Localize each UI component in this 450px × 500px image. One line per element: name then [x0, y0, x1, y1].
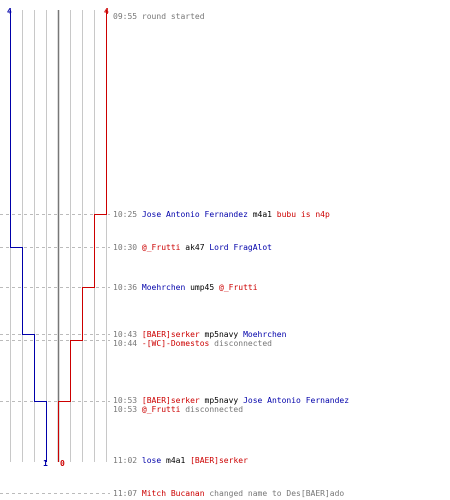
event-weapon: mp5navy: [199, 330, 244, 339]
event-text-1: round started: [141, 12, 205, 21]
event-row: 10:25 Jose Antonio Fernandez m4a1 bubu i…: [113, 210, 330, 219]
event-weapon: mp5navy: [199, 396, 244, 405]
event-row: 10:44 -[WC]-Domestos disconnected: [113, 339, 272, 348]
event-player: -[WC]-Domestos: [141, 339, 210, 348]
event-victim: Jose Antonio Fernandez: [243, 396, 350, 405]
event-time: 10:30: [113, 243, 138, 252]
event-row: 10:43 [BAER]serker mp5navy Moehrchen: [113, 330, 286, 339]
event-victim: [BAER]serker: [190, 456, 248, 465]
event-victim: bubu is n4p: [276, 210, 330, 219]
event-player: @_Frutti: [141, 405, 181, 414]
event-row: 10:36 Moehrchen ump45 @_Frutti: [113, 283, 258, 292]
event-guides: [0, 214, 110, 494]
event-time: 10:53: [113, 405, 138, 414]
event-time: 11:02: [113, 456, 138, 465]
event-time: 10:53: [113, 396, 138, 405]
event-victim: Moehrchen: [243, 330, 287, 339]
event-time: 10:25: [113, 210, 138, 219]
event-weapon: m4a1: [161, 456, 191, 465]
event-row: 11:07 Mitch Bucanan changed name to Des[…: [113, 489, 344, 498]
event-time: 10:43: [113, 330, 138, 339]
event-killer: [BAER]serker: [141, 396, 200, 405]
event-player: Mitch Bucanan: [141, 489, 205, 498]
event-weapon: m4a1: [247, 210, 277, 219]
event-row: 10:53 @_Frutti disconnected: [113, 405, 243, 414]
event-killer: Jose Antonio Fernandez: [141, 210, 248, 219]
event-action: disconnected: [209, 339, 272, 348]
event-action: changed name to Des[BAER]ado: [204, 489, 345, 498]
event-row: 10:30 @_Frutti ak47 Lord FragAlot: [113, 243, 272, 252]
event-action: disconnected: [180, 405, 244, 414]
event-row: 11:02 lose m4a1 [BAER]serker: [113, 456, 248, 465]
grid-lines: [10, 10, 107, 462]
event-killer: lose: [141, 456, 162, 465]
event-time: 10:36: [113, 283, 138, 292]
blue-end-score: 1: [43, 459, 48, 468]
event-weapon: ak47: [180, 243, 210, 252]
event-time: 09:55: [113, 12, 138, 21]
red-team-line: [58, 10, 107, 462]
event-killer: @_Frutti: [141, 243, 181, 252]
event-killer: Moehrchen: [141, 283, 186, 292]
event-row: 10:53 [BAER]serker mp5navy Jose Antonio …: [113, 396, 349, 405]
event-row: 09:55 round started: [113, 12, 205, 21]
event-weapon: ump45: [185, 283, 219, 292]
blue-start-score: 4: [7, 7, 12, 16]
event-victim: Lord FragAlot: [209, 243, 272, 252]
red-start-score: 4: [104, 7, 109, 16]
event-victim: @_Frutti: [219, 283, 258, 292]
event-time: 10:44: [113, 339, 138, 348]
blue-team-line: [10, 10, 47, 462]
event-killer: [BAER]serker: [141, 330, 200, 339]
red-end-score: 0: [60, 459, 65, 468]
event-time: 11:07: [113, 489, 138, 498]
